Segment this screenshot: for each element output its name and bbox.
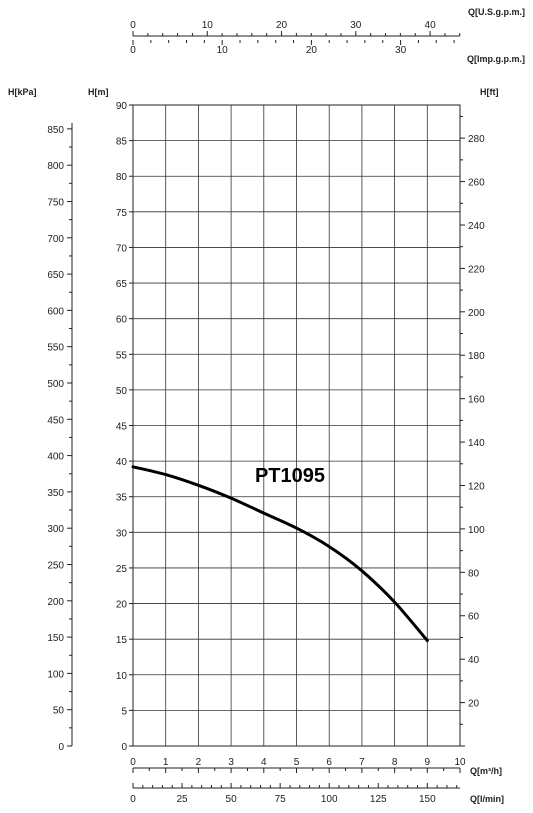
- m3h-tick-label: 0: [130, 757, 136, 768]
- usgpm-tick-label: 20: [276, 20, 288, 31]
- ft-tick-label: 120: [468, 481, 485, 492]
- ft-tick-label: 100: [468, 525, 485, 536]
- kpa-axis-label: H[kPa]: [8, 87, 37, 97]
- m-tick-label: 90: [116, 101, 128, 112]
- ft-tick-label: 180: [468, 351, 485, 362]
- ft-tick-label: 280: [468, 134, 485, 145]
- curve-points: [133, 467, 428, 641]
- axes: 0510152025303540455055606570758085900501…: [47, 20, 485, 805]
- m3h-tick-label: 7: [359, 757, 365, 768]
- m-tick-label: 0: [121, 742, 127, 753]
- kpa-tick-label: 400: [47, 452, 64, 463]
- usgpm-axis-label: Q[U.S.g.p.m.]: [468, 7, 525, 17]
- m3h-tick-label: 1: [163, 757, 169, 768]
- m-axis-label: H[m]: [88, 87, 109, 97]
- m-tick-label: 5: [121, 706, 127, 717]
- m-tick-label: 65: [116, 279, 128, 290]
- kpa-tick-label: 700: [47, 234, 64, 245]
- ft-axis-label: H[ft]: [480, 87, 499, 97]
- kpa-tick-label: 650: [47, 270, 64, 281]
- m3h-tick-label: 5: [294, 757, 300, 768]
- kpa-tick-label: 100: [47, 669, 64, 680]
- kpa-tick-label: 250: [47, 560, 64, 571]
- m3h-tick-label: 2: [196, 757, 202, 768]
- impgpm-axis-label: Q[Imp.g.p.m.]: [467, 54, 525, 64]
- ft-tick-label: 40: [468, 655, 480, 666]
- ft-tick-label: 260: [468, 178, 485, 189]
- m-tick-label: 85: [116, 137, 128, 148]
- m3h-tick-label: 9: [425, 757, 431, 768]
- kpa-tick-label: 300: [47, 524, 64, 535]
- ft-tick-label: 140: [468, 438, 485, 449]
- m-tick-label: 25: [116, 564, 128, 575]
- grid: [132, 104, 461, 747]
- ft-tick-label: 220: [468, 264, 485, 275]
- lpm-tick-label: 100: [321, 794, 338, 805]
- m-tick-label: 40: [116, 457, 128, 468]
- lpm-tick-label: 75: [275, 794, 287, 805]
- m3h-tick-label: 3: [228, 757, 234, 768]
- chart-title: PT1095: [255, 465, 325, 487]
- impgpm-tick-label: 20: [306, 45, 318, 56]
- m-tick-label: 20: [116, 600, 128, 611]
- kpa-tick-label: 800: [47, 161, 64, 172]
- kpa-tick-label: 0: [58, 742, 64, 753]
- m3h-axis-label: Q[m³/h]: [470, 766, 502, 776]
- impgpm-tick-label: 0: [130, 45, 136, 56]
- ft-tick-label: 240: [468, 221, 485, 232]
- impgpm-tick-label: 30: [395, 45, 407, 56]
- lpm-tick-label: 125: [370, 794, 387, 805]
- kpa-tick-label: 850: [47, 125, 64, 136]
- m-tick-label: 70: [116, 243, 128, 254]
- m-tick-label: 15: [116, 635, 128, 646]
- kpa-tick-label: 200: [47, 597, 64, 608]
- lpm-tick-label: 25: [176, 794, 188, 805]
- kpa-tick-label: 150: [47, 633, 64, 644]
- lpm-tick-label: 150: [419, 794, 436, 805]
- usgpm-tick-label: 30: [350, 20, 362, 31]
- ft-tick-label: 160: [468, 395, 485, 406]
- lpm-axis-label: Q[l/min]: [470, 794, 504, 804]
- m-tick-label: 45: [116, 422, 128, 433]
- kpa-tick-label: 50: [53, 706, 65, 717]
- impgpm-tick-label: 10: [217, 45, 229, 56]
- m-tick-label: 10: [116, 671, 128, 682]
- kpa-tick-label: 750: [47, 197, 64, 208]
- m3h-tick-label: 4: [261, 757, 267, 768]
- m3h-tick-label: 6: [326, 757, 332, 768]
- ft-tick-label: 60: [468, 612, 480, 623]
- ft-tick-label: 200: [468, 308, 485, 319]
- m-tick-label: 50: [116, 386, 128, 397]
- ft-tick-label: 80: [468, 568, 480, 579]
- m3h-tick-label: 8: [392, 757, 398, 768]
- lpm-tick-label: 50: [226, 794, 238, 805]
- m-tick-label: 60: [116, 315, 128, 326]
- m-tick-label: 30: [116, 528, 128, 539]
- kpa-tick-label: 600: [47, 306, 64, 317]
- m-tick-label: 80: [116, 172, 128, 183]
- usgpm-tick-label: 10: [202, 20, 214, 31]
- kpa-tick-label: 500: [47, 379, 64, 390]
- usgpm-tick-label: 0: [130, 20, 136, 31]
- kpa-tick-label: 550: [47, 343, 64, 354]
- m-tick-label: 75: [116, 208, 128, 219]
- axis-labels: Q[U.S.g.p.m.] Q[Imp.g.p.m.] H[kPa] H[m] …: [8, 7, 525, 804]
- kpa-tick-label: 450: [47, 415, 64, 426]
- ft-tick-label: 20: [468, 699, 480, 710]
- kpa-tick-label: 350: [47, 488, 64, 499]
- m-tick-label: 35: [116, 493, 128, 504]
- m-tick-label: 55: [116, 350, 128, 361]
- lpm-tick-label: 0: [130, 794, 136, 805]
- usgpm-tick-label: 40: [425, 20, 437, 31]
- m3h-tick-label: 10: [454, 757, 466, 768]
- pump-curve-line: [131, 465, 429, 643]
